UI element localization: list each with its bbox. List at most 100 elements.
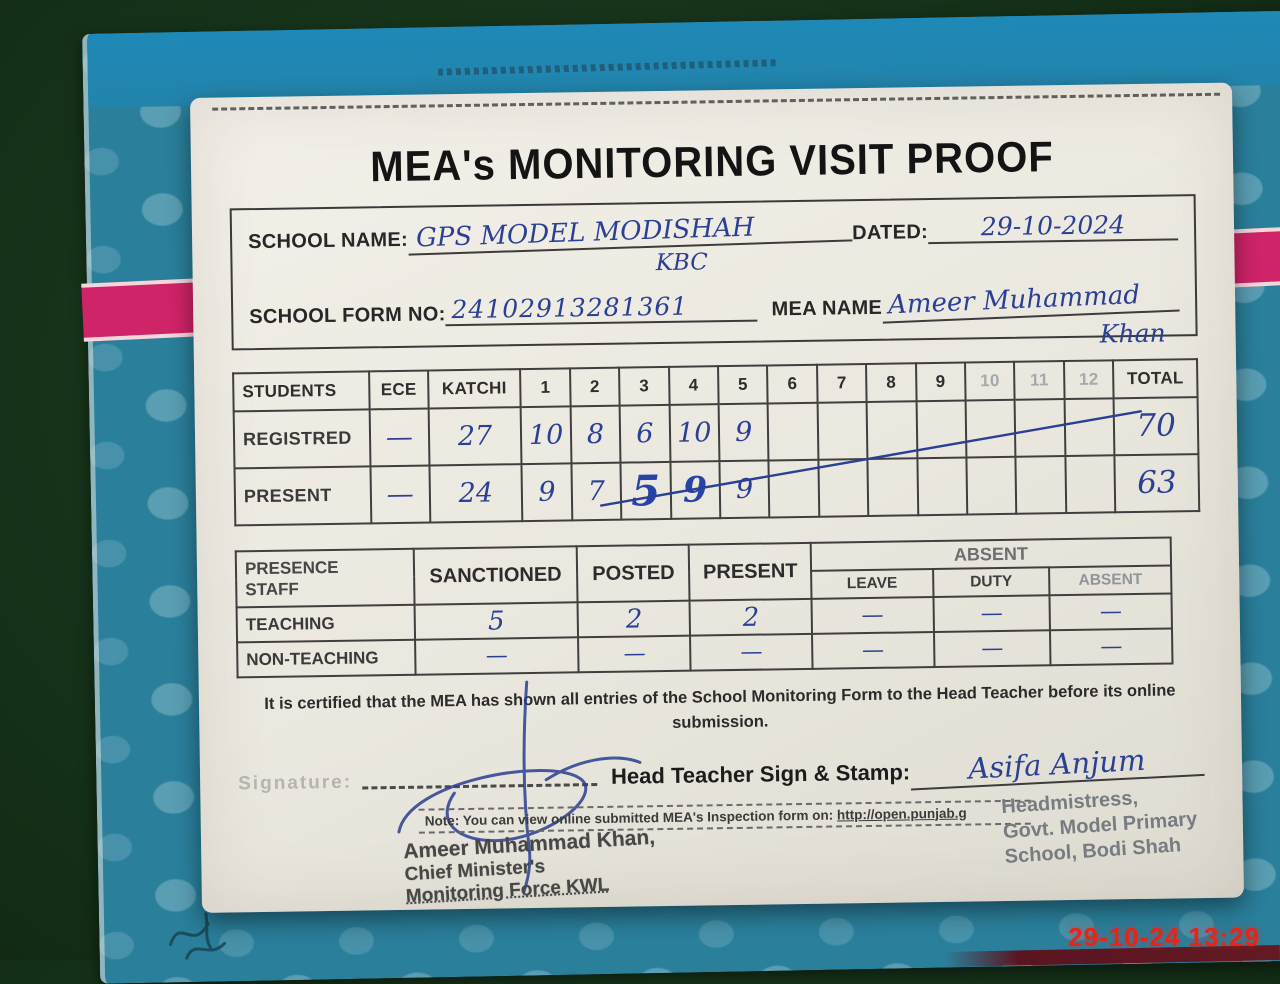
present-grade4: 9 [670,461,721,519]
presence-staff-header: PRESENCE STAFF [235,548,415,608]
registered-grade6 [767,402,819,461]
students-col-header: STUDENTS [233,371,370,412]
present-grade1: 9 [521,463,573,522]
dated-value: 29-10-2024 [927,210,1179,245]
staff-table: PRESENCE STAFF SANCTIONED POSTED PRESENT… [235,536,1174,678]
present-header: PRESENT [689,542,812,601]
school-name-extra: KBC [655,249,709,277]
registered-ece: — [369,408,430,467]
form-no-label: SCHOOL FORM NO: [249,303,446,329]
grade-col-header: 10 [965,361,1015,401]
pen-scribble-on-folder [168,912,226,960]
present-grade2: 7 [571,462,622,521]
grade-col-header: 2 [569,367,620,407]
signature-line [362,781,598,790]
grade-col-header: 9 [915,362,966,402]
bottom-section: Note: You can view online submitted MEA'… [239,787,1207,951]
non-teaching-sanctioned: — [414,637,579,675]
teaching-leave: — [811,597,934,634]
ece-col-header: ECE [369,370,429,410]
present-total: 63 [1114,454,1200,513]
sanctioned-header: SANCTIONED [413,546,578,605]
teaching-duty: — [933,595,1051,633]
signature-label: Signature: [238,771,353,794]
grade-col-header: 4 [668,366,719,405]
grade-col-header: 11 [1014,361,1065,400]
registered-grade7 [817,401,868,460]
present-grade6 [768,459,820,518]
registered-grade5: 9 [718,403,769,462]
teaching-row-label: TEACHING [236,604,415,643]
katchi-col-header: KATCHI [427,369,521,409]
staff-label: STAFF [245,579,299,600]
present-grade12 [1065,455,1116,514]
non-teaching-absent: — [1050,628,1173,666]
school-name-label: SCHOOL NAME: [247,228,409,254]
teaching-absent: — [1049,593,1172,631]
teaching-present: 2 [689,598,813,636]
leave-header: LEAVE [811,569,934,599]
registered-total: 70 [1113,397,1199,456]
posted-header: POSTED [576,544,690,603]
registered-grade11 [1014,399,1066,457]
grade-col-header: 5 [718,365,768,405]
present-ece: — [370,465,430,524]
absent-header: ABSENT [1049,565,1172,596]
registered-grade1: 10 [520,406,572,465]
teaching-posted: 2 [577,600,691,638]
form-title: MEA's MONITORING VISIT PROOF [369,133,1055,191]
total-col-header: TOTAL [1113,359,1198,399]
grade-col-header: 3 [619,366,670,406]
certification-text: It is certified that the MEA has shown a… [264,681,1176,732]
note-text: Note: You can view online submitted MEA'… [424,807,834,829]
present-grade9 [917,457,968,516]
signature-row: Signature: Head Teacher Sign & Stamp: As… [238,680,1205,894]
blue-folder [81,10,1280,984]
registered-grade8 [866,401,918,459]
presence-label: PRESENCE [244,557,339,578]
grade-col-header: 1 [520,368,571,408]
note-box: Note: You can view online submitted MEA'… [418,799,1031,834]
non-teaching-row-label: NON-TEACHING [237,639,416,678]
non-teaching-duty: — [933,630,1051,668]
present-grade5: 9 [719,460,770,519]
registered-katchi: 27 [428,407,522,466]
camera-timestamp: 29-10-24 13:29 [1068,922,1260,952]
present-grade10 [966,456,1017,515]
mea-name-value-line2: Khan [1099,318,1166,349]
present-grade7 [818,458,869,517]
mea-name-label: MEA NAME [771,296,883,321]
registered-row-label: REGISTRED [233,409,371,469]
registered-grade3: 6 [619,404,671,463]
students-table: STUDENTS ECE KATCHI 1 2 3 4 5 6 7 8 9 10… [232,358,1200,526]
non-teaching-present: — [690,633,813,671]
registered-grade2: 8 [570,405,621,464]
registered-grade9 [916,400,967,459]
non-teaching-leave: — [812,632,935,669]
teaching-sanctioned: 5 [414,602,579,640]
perforated-tear-line [212,92,1221,111]
grade-col-header: 8 [866,363,917,402]
grade-col-header: 7 [816,363,867,403]
school-info-box: SCHOOL NAME: GPS MODEL MODISHAH DATED: 2… [229,194,1198,351]
mea-name-value: Ameer Muhammad [881,280,1180,324]
grade-col-header: 12 [1063,360,1114,400]
present-katchi: 24 [429,464,523,523]
head-teacher-signature: Asifa Anjum [909,742,1205,790]
grade-col-header: 6 [767,364,818,404]
form-no-value: 24102913281361 [445,292,758,327]
registered-grade10 [965,399,1016,458]
note-url: http://open.punjab.g [836,805,967,822]
students-table-wrap: STUDENTS ECE KATCHI 1 2 3 4 5 6 7 8 9 10… [232,358,1200,526]
mea-officer-stamp: Ameer Muhammad Khan, Chief Minister's Mo… [403,825,659,908]
headmistress-stamp: Headmistress, Govt. Model Primary School… [1000,782,1199,870]
present-row-label: PRESENT [234,466,372,526]
dated-label: DATED: [852,221,929,245]
non-teaching-posted: — [578,635,692,673]
present-grade11 [1015,456,1067,514]
present-grade3: 5 [620,461,671,520]
form-paper: MEA's MONITORING VISIT PROOF SCHOOL NAME… [190,82,1244,913]
head-teacher-sign-label: Head Teacher Sign & Stamp: [610,758,911,789]
duty-header: DUTY [932,567,1050,598]
registered-grade12 [1064,398,1115,457]
